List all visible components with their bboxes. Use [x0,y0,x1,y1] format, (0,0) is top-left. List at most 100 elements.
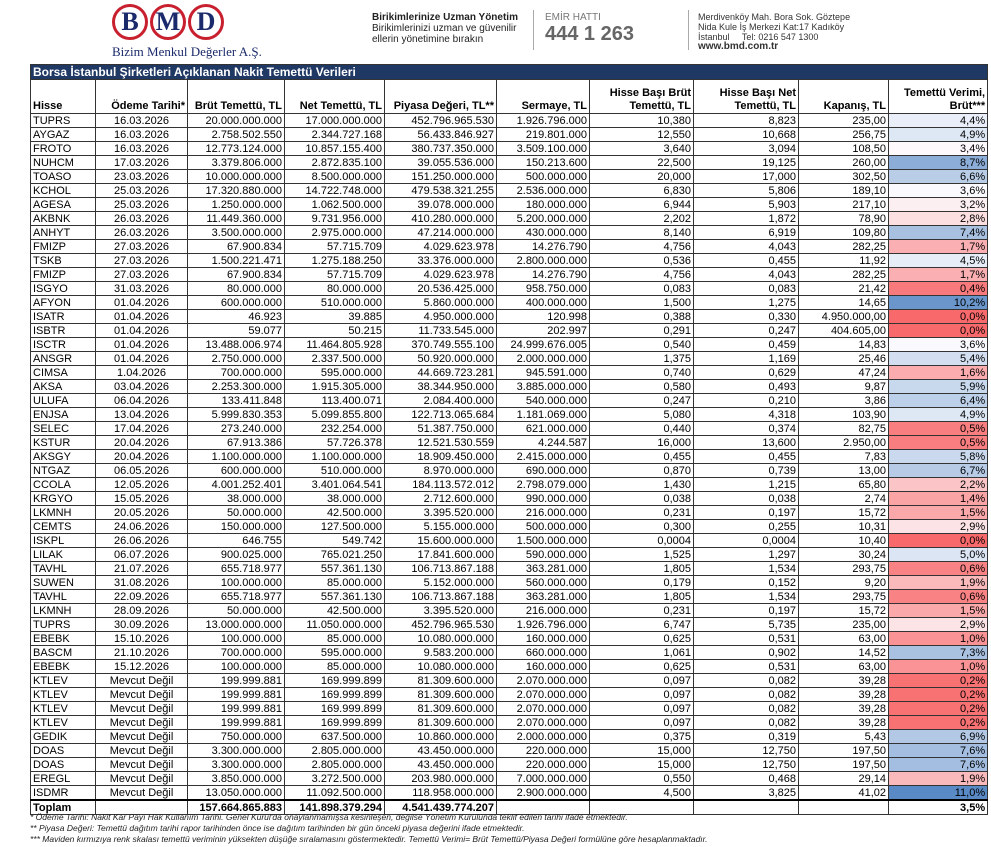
cell: 109,80 [798,225,889,240]
cell: 10.080.000.000 [384,631,497,646]
cell: ISDMR [30,785,96,801]
cell: 220.000.000 [496,743,590,758]
cell: 20.000.000.000 [187,113,285,128]
cell: 19,125 [693,155,799,170]
cell: 1.100.000.000 [284,449,385,464]
cell: 4.244.587 [496,435,590,450]
cell: 0,097 [589,701,694,716]
table-row: ISKPL 26.06.2026 646.755 549.742 15.600.000.… [30,533,989,548]
cell: 5,806 [693,183,799,198]
cell: 39.055.536.000 [384,155,497,170]
cell: 1,534 [693,589,799,604]
cell: 1,275 [693,295,799,310]
cell: 0,179 [589,575,694,590]
cell: 1,215 [693,477,799,492]
cell: 0,082 [693,701,799,716]
table-row: FROTO 16.03.2026 12.773.124.000 10.857.155.… [30,141,989,156]
cell: 0,231 [589,505,694,520]
address-line: İstanbul Tel: 0216 547 1300 [698,32,819,42]
cell: 0,540 [589,337,694,352]
cell: EBEBK [30,659,96,674]
logo-letter: B [112,4,148,40]
table-row: ISCTR 01.04.2026 13.488.006.974 11.464.805.… [30,337,989,352]
yield-cell: 4,4% [887,113,989,128]
cell: 4.001.252.401 [187,477,285,492]
cell: 363.281.000 [496,561,590,576]
cell: 3,640 [589,141,694,156]
cell: 11,92 [798,253,889,268]
cell: 44.669.723.281 [384,365,497,380]
cell: 765.021.250 [284,547,385,562]
yield-cell: 4,5% [887,253,989,268]
cell: 4.029.623.978 [384,267,497,282]
cell: 690.000.000 [496,463,590,478]
cell: 67.900.834 [187,239,285,254]
cell: 12.521.530.559 [384,435,497,450]
cell: 3.300.000.000 [187,757,285,772]
cell: 197,50 [798,757,889,772]
yield-cell: 7,6% [887,743,989,758]
cell: 27.03.2026 [95,253,188,268]
cell: 150.213.600 [496,155,590,170]
table-row: FMIZP 27.03.2026 67.900.834 57.715.709 4.029… [30,239,989,254]
cell: 18.909.450.000 [384,449,497,464]
table-body: Borsa İstanbul Şirketleri Açıklanan Naki… [29,64,989,815]
cell: 39,28 [798,715,889,730]
cell: 100.000.000 [187,631,285,646]
column-header: Piyasa Değeri, TL** [384,79,497,114]
yield-cell: 2,2% [887,477,989,492]
cell: 452.796.965.530 [384,617,497,632]
cell: 0,038 [693,491,799,506]
cell: 3.272.500.000 [284,771,385,786]
cell: 4,043 [693,267,799,282]
yield-cell: 5,4% [887,351,989,366]
cell: 2.750.000.000 [187,351,285,366]
cell: 560.000.000 [496,575,590,590]
cell: 1,169 [693,351,799,366]
cell: 6,919 [693,225,799,240]
cell: EREGL [30,771,96,786]
cell: 13.04.2026 [95,407,188,422]
cell: 0,097 [589,687,694,702]
cell: 47.214.000.000 [384,225,497,240]
cell: 12.05.2026 [95,477,188,492]
cell: AKSGY [30,449,96,464]
cell: 4.950.000.000 [384,309,497,324]
cell: 12,750 [693,743,799,758]
cell: 10,40 [798,533,889,548]
logo-letter: D [188,4,224,40]
cell: 180.000.000 [496,197,590,212]
cell: CIMSA [30,365,96,380]
cell: 410.280.000.000 [384,211,497,226]
cell: 17.841.600.000 [384,547,497,562]
cell: 0,902 [693,645,799,660]
cell: 01.04.2026 [95,309,188,324]
separator [533,10,534,50]
cell: 0,319 [693,729,799,744]
cell: 169.999.899 [284,701,385,716]
cell: ISKPL [30,533,96,548]
cell: 590.000.000 [496,547,590,562]
cell: Mevcut Değil [95,715,188,730]
cell: 9.583.200.000 [384,645,497,660]
cell: 1.915.305.000 [284,379,385,394]
address-line: Nida Kule İş Merkezi Kat:17 Kadıköy [698,22,845,32]
cell: 24.999.676.005 [496,337,590,352]
cell: 557.361.130 [284,561,385,576]
cell: 1.04.2026 [95,365,188,380]
cell: 3.885.000.000 [496,379,590,394]
cell: 500.000.000 [496,169,590,184]
cell: 03.04.2026 [95,379,188,394]
table-row: ANSGR 01.04.2026 2.750.000.000 2.337.500.00… [30,351,989,366]
yield-cell: 0,6% [887,589,989,604]
cell: TSKB [30,253,96,268]
cell: 282,25 [798,239,889,254]
cell: 14.276.790 [496,239,590,254]
cell: 15.10.2026 [95,631,188,646]
cell: 81.309.600.000 [384,715,497,730]
footnote: ** Piyasa Değeri: Temettü dağıtım tarihi… [30,823,525,833]
cell: 217,10 [798,197,889,212]
cell: 700.000.000 [187,365,285,380]
cell: 2.798.079.000 [496,477,590,492]
cell: 10.860.000.000 [384,729,497,744]
